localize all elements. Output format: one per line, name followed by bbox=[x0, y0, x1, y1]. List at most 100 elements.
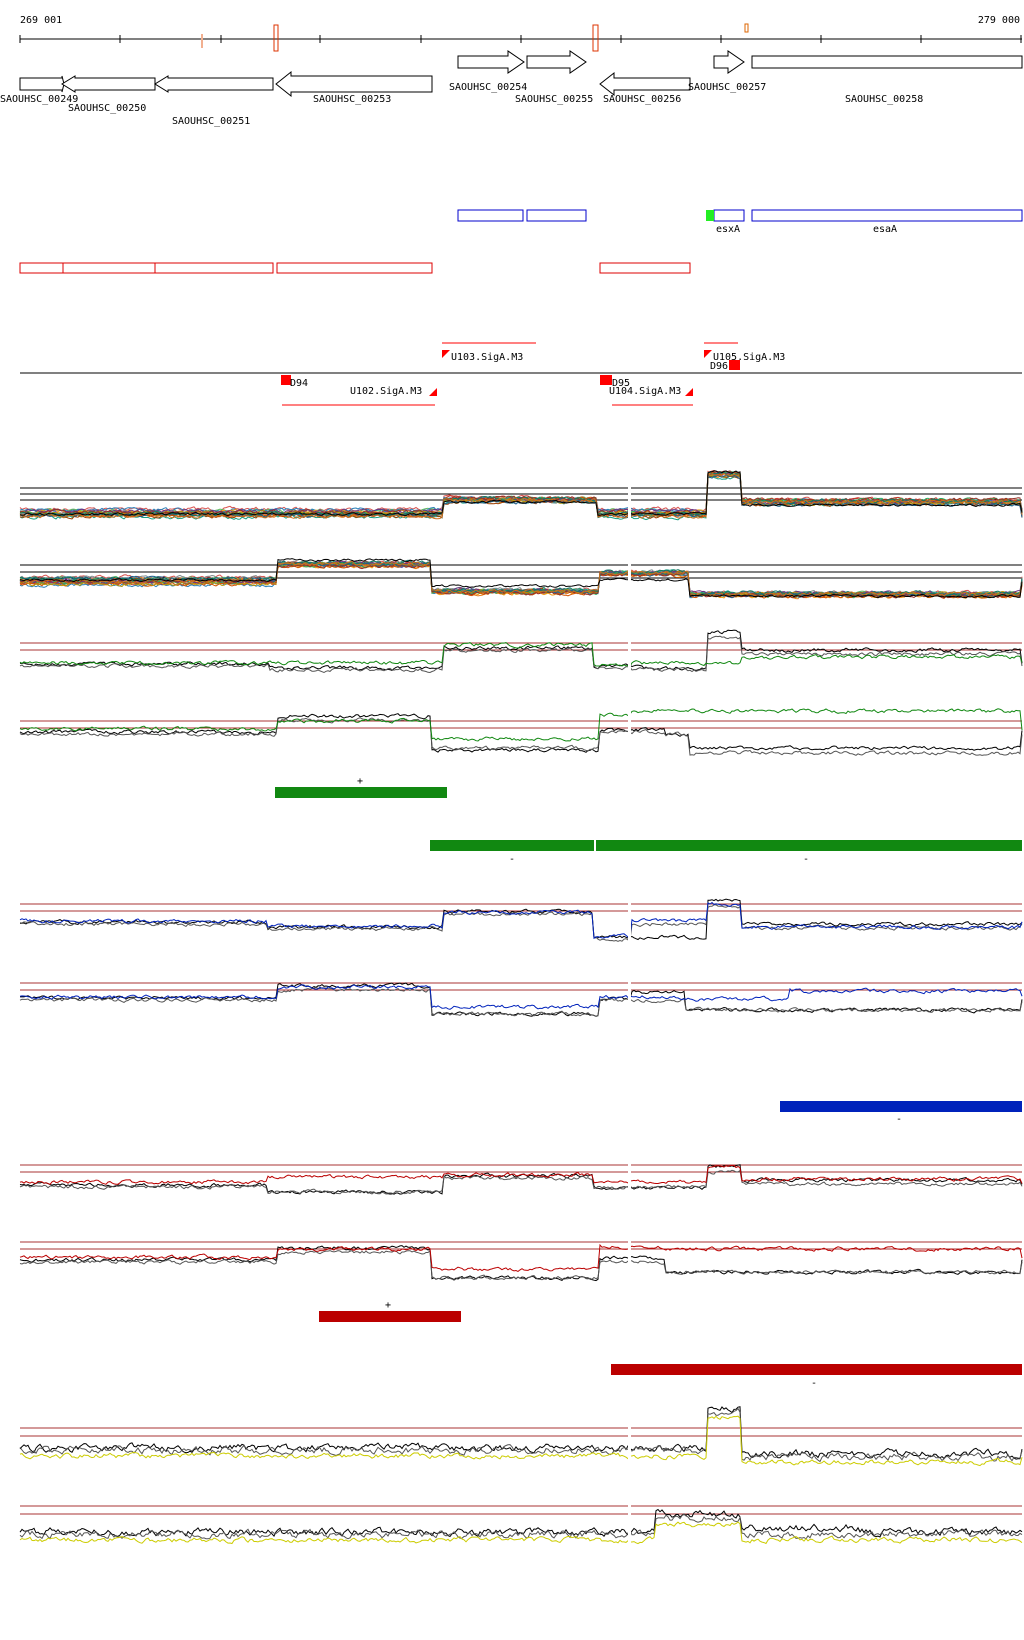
feature-box[interactable] bbox=[751, 209, 1023, 222]
signal-line bbox=[19, 904, 1023, 942]
gene-arrow[interactable] bbox=[154, 75, 274, 93]
red-feature-track bbox=[19, 262, 691, 274]
segment-bar-green-plus[interactable] bbox=[275, 787, 447, 798]
segment-strand-label: + bbox=[385, 1300, 391, 1311]
promoter-label: U102.SigA.M3 bbox=[350, 386, 422, 397]
signal-line bbox=[19, 470, 1023, 513]
gene-label: SAOUHSC_00258 bbox=[845, 94, 923, 105]
signal-line bbox=[19, 560, 1023, 597]
gene-labels: SAOUHSC_00249 SAOUHSC_00250 SAOUHSC_0025… bbox=[0, 82, 923, 127]
gene-label: SAOUHSC_00253 bbox=[313, 94, 391, 105]
feature-label-esxA: esxA bbox=[716, 224, 740, 235]
ruler-start-label: 269 001 bbox=[20, 15, 62, 26]
signal-line bbox=[19, 708, 1023, 742]
signal-line bbox=[19, 1415, 1023, 1467]
feature-start-marker bbox=[706, 210, 714, 221]
blue-feature-track bbox=[457, 209, 1023, 222]
segment-strand-label: - bbox=[896, 1114, 902, 1125]
gene-arrow[interactable] bbox=[275, 70, 433, 98]
gene-label: SAOUHSC_00254 bbox=[449, 82, 527, 93]
gene-label: SAOUHSC_00251 bbox=[172, 116, 250, 127]
promoter-label: U105.SigA.M3 bbox=[713, 352, 785, 363]
signal-line bbox=[19, 472, 1023, 520]
segment-bar-green-minus[interactable] bbox=[596, 840, 1022, 851]
feature-label-esaA: esaA bbox=[873, 224, 897, 235]
segment-strand-label: - bbox=[803, 854, 809, 865]
gene-arrow[interactable] bbox=[61, 75, 156, 93]
promoter-flag[interactable] bbox=[704, 350, 712, 358]
gene-label: SAOUHSC_00256 bbox=[603, 94, 681, 105]
signal-line bbox=[19, 470, 1023, 516]
feature-box[interactable] bbox=[599, 262, 691, 274]
gene-arrow[interactable] bbox=[19, 75, 65, 93]
gene-label: SAOUHSC_00249 bbox=[0, 94, 78, 105]
signal-line bbox=[19, 471, 1023, 515]
signal-line bbox=[19, 1406, 1023, 1460]
promoter-flag[interactable] bbox=[429, 388, 437, 396]
gene-arrow[interactable] bbox=[713, 50, 745, 74]
signal-line bbox=[19, 635, 1023, 674]
signal-line bbox=[19, 901, 1023, 940]
segment-strand-label: - bbox=[509, 854, 515, 865]
green-track-minus bbox=[19, 690, 1023, 760]
signal-line bbox=[19, 1249, 1023, 1281]
segment-bar-green-minus[interactable] bbox=[430, 840, 594, 851]
signal-line bbox=[19, 1169, 1023, 1195]
promoter-label: D96 bbox=[710, 361, 728, 372]
signal-line bbox=[19, 471, 1023, 517]
promoter-label: U103.SigA.M3 bbox=[451, 352, 523, 363]
ruler-end-label: 279 000 bbox=[978, 15, 1020, 26]
yellow-track-minus bbox=[19, 1475, 1023, 1555]
signal-line bbox=[19, 1245, 1023, 1282]
blue-track-plus bbox=[19, 885, 1023, 950]
signal-line bbox=[19, 984, 1023, 1010]
segment-bar-red-plus[interactable] bbox=[319, 1311, 461, 1322]
gene-track bbox=[19, 50, 1023, 98]
signal-line bbox=[19, 641, 1023, 668]
promoter-track: U103.SigA.M3 U105.SigA.M3 D94 U102.SigA.… bbox=[20, 342, 1022, 406]
gene-arrow[interactable] bbox=[599, 71, 691, 97]
promoter-flag[interactable] bbox=[281, 375, 291, 385]
signal-line bbox=[19, 470, 1023, 517]
signal-line bbox=[19, 717, 1023, 756]
segment-bar-red-minus[interactable] bbox=[611, 1364, 1022, 1375]
feature-box[interactable] bbox=[713, 209, 745, 222]
promoter-label: D94 bbox=[290, 378, 308, 389]
segment-strand-label: - bbox=[811, 1378, 817, 1389]
segment-bar-blue-minus[interactable] bbox=[780, 1101, 1022, 1112]
gene-label: SAOUHSC_00257 bbox=[688, 82, 766, 93]
signal-line bbox=[19, 1407, 1023, 1463]
promoter-flag[interactable] bbox=[685, 388, 693, 396]
feature-box[interactable] bbox=[457, 209, 524, 222]
feature-box[interactable] bbox=[154, 262, 274, 274]
promoter-flag[interactable] bbox=[729, 360, 740, 370]
green-track-plus bbox=[19, 625, 1023, 680]
signal-line bbox=[19, 898, 1023, 941]
yellow-track-plus bbox=[19, 1395, 1023, 1470]
red-track-minus bbox=[19, 1225, 1023, 1295]
coordinate-ruler: 269 001 279 000 bbox=[19, 15, 1022, 52]
feature-box[interactable] bbox=[276, 262, 433, 274]
gene-label: SAOUHSC_00250 bbox=[68, 103, 146, 114]
feature-box[interactable] bbox=[19, 262, 64, 274]
promoter-label: U104.SigA.M3 bbox=[609, 386, 681, 397]
signal-line bbox=[19, 471, 1023, 513]
segment-track: + - - - + - bbox=[275, 776, 1022, 1389]
signal-line bbox=[19, 1243, 1023, 1272]
blue-track-minus bbox=[19, 955, 1023, 1025]
signal-line bbox=[19, 558, 1023, 599]
feature-box[interactable] bbox=[62, 262, 156, 274]
promoter-flag[interactable] bbox=[600, 375, 612, 385]
gene-arrow[interactable] bbox=[526, 50, 587, 74]
promoter-label: D95 bbox=[612, 378, 630, 389]
promoter-flag[interactable] bbox=[442, 350, 450, 358]
sample-track-minus bbox=[19, 550, 1023, 620]
gene-arrow[interactable] bbox=[751, 55, 1023, 69]
gene-label: SAOUHSC_00255 bbox=[515, 94, 593, 105]
signal-line bbox=[19, 472, 1023, 514]
signal-line bbox=[19, 1513, 1023, 1540]
feature-box[interactable] bbox=[526, 209, 587, 222]
red-track-plus bbox=[19, 1150, 1023, 1215]
gene-arrow[interactable] bbox=[457, 50, 525, 74]
